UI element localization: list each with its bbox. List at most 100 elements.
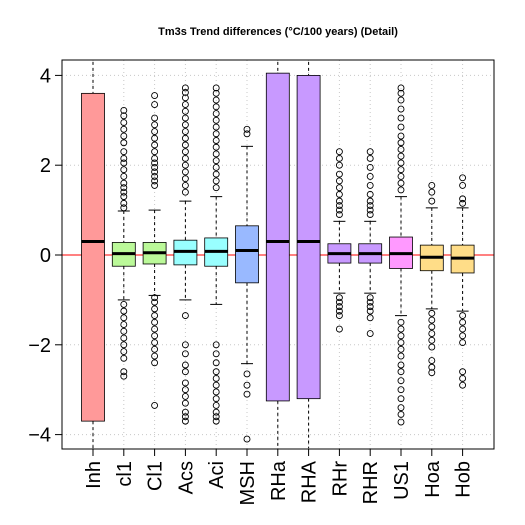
- x-tick-label: Cl1: [145, 461, 167, 491]
- outlier-point: [151, 401, 159, 409]
- outlier-point: [120, 184, 128, 192]
- outlier-point: [212, 375, 220, 382]
- outlier-point: [120, 106, 128, 114]
- outlier-point: [428, 363, 436, 371]
- outlier-point: [366, 197, 374, 205]
- outlier-point: [366, 303, 374, 311]
- outlier-point: [212, 130, 220, 138]
- outlier-point: [151, 294, 159, 302]
- iqr-box: [265, 72, 290, 402]
- outlier-point: [428, 369, 436, 377]
- outlier-point: [120, 327, 128, 335]
- outlier-point: [397, 332, 405, 340]
- outlier-point: [397, 172, 405, 180]
- outlier-point: [181, 128, 189, 135]
- outlier-point: [120, 112, 128, 120]
- y-tick-label: −2: [28, 335, 51, 357]
- outlier-point: [459, 339, 467, 347]
- outlier-point: [151, 332, 159, 340]
- outlier-point: [366, 163, 374, 171]
- outlier-point: [120, 148, 128, 156]
- outlier-point: [151, 168, 159, 176]
- y-tick-label: 0: [40, 245, 51, 267]
- outlier-point: [181, 84, 189, 92]
- outlier-point: [151, 305, 159, 313]
- outlier-point: [120, 314, 128, 322]
- outlier-point: [335, 206, 343, 214]
- x-tick-label: MSH: [237, 461, 259, 505]
- x-tick-label: RHR: [360, 461, 382, 504]
- box-US1: [389, 84, 413, 426]
- outlier-point: [181, 107, 189, 115]
- outlier-point: [397, 152, 405, 160]
- outlier-point: [397, 386, 405, 394]
- outlier-point: [120, 188, 128, 196]
- outlier-point: [151, 318, 159, 326]
- outlier-point: [212, 408, 220, 416]
- y-tick-label: 2: [40, 155, 51, 177]
- outlier-point: [212, 381, 220, 389]
- outlier-point: [397, 418, 405, 426]
- outlier-point: [459, 181, 467, 189]
- outlier-point: [212, 137, 220, 144]
- x-tick-label: RHa: [268, 460, 290, 501]
- outlier-point: [428, 336, 436, 344]
- outlier-point: [459, 325, 467, 333]
- outlier-point: [212, 150, 220, 158]
- outlier-point: [151, 325, 159, 333]
- outlier-point: [397, 166, 405, 174]
- outlier-point: [397, 318, 405, 326]
- x-tick-label: RHr: [329, 461, 351, 497]
- iqr-box: [296, 75, 321, 400]
- outlier-point: [397, 89, 405, 97]
- outlier-point: [335, 148, 343, 156]
- outlier-point: [151, 148, 159, 156]
- x-tick-label: RHA: [299, 460, 321, 503]
- outlier-point: [243, 381, 251, 389]
- outlier-point: [459, 368, 467, 376]
- outlier-point: [120, 334, 128, 342]
- outlier-point: [335, 184, 343, 192]
- box-cl1: [111, 106, 136, 380]
- outlier-point: [243, 370, 251, 378]
- outlier-point: [212, 157, 220, 165]
- outlier-point: [366, 148, 374, 156]
- x-tick-label: US1: [391, 461, 413, 500]
- outlier-point: [366, 330, 374, 338]
- outlier-point: [151, 141, 159, 149]
- outlier-point: [212, 123, 220, 131]
- outlier-point: [397, 105, 405, 113]
- boxes: [81, 61, 475, 449]
- outlier-point: [428, 323, 436, 331]
- x-tick-label: Hob: [453, 461, 475, 498]
- outlier-point: [120, 159, 128, 167]
- outlier-point: [181, 181, 189, 189]
- outlier-point: [397, 123, 405, 131]
- outlier-point: [459, 381, 467, 389]
- outlier-point: [397, 96, 405, 104]
- outlier-point: [181, 114, 189, 122]
- outlier-point: [397, 186, 405, 194]
- outlier-point: [335, 307, 343, 315]
- outlier-point: [397, 352, 405, 360]
- outlier-point: [212, 96, 220, 104]
- outlier-point: [120, 199, 128, 207]
- outlier-point: [181, 341, 189, 349]
- outlier-point: [335, 177, 343, 185]
- outlier-point: [397, 84, 405, 92]
- box-RHR: [358, 148, 383, 338]
- outlier-point: [397, 361, 405, 369]
- outlier-point: [181, 121, 189, 129]
- y-tick-label: 4: [40, 65, 51, 87]
- outlier-point: [397, 146, 405, 153]
- outlier-point: [459, 318, 467, 326]
- outlier-point: [151, 298, 159, 306]
- outlier-point: [397, 345, 405, 353]
- outlier-point: [120, 321, 128, 329]
- outlier-point: [181, 101, 189, 109]
- outlier-point: [459, 332, 467, 340]
- outlier-point: [120, 307, 128, 315]
- outlier-point: [397, 339, 405, 347]
- outlier-point: [120, 300, 128, 308]
- outlier-point: [212, 177, 220, 185]
